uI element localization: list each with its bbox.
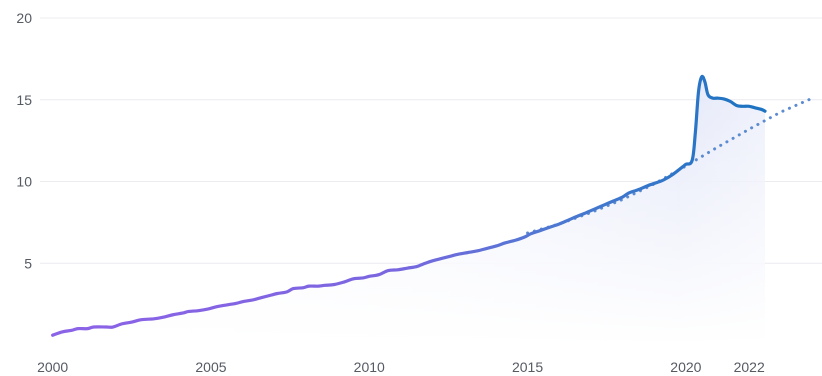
area-fade-overlay	[52, 76, 766, 346]
x-tick-label-2005: 2005	[195, 359, 226, 375]
series-line-actual	[51, 74, 767, 337]
x-tick-label-2022: 2022	[734, 359, 765, 375]
y-axis-tick-labels: 5 10 15 20	[16, 10, 32, 271]
y-tick-label-20: 20	[16, 10, 32, 26]
area-fill	[52, 76, 766, 346]
x-axis-tick-labels: 2000 2005 2010 2015 2020 2022	[37, 359, 765, 375]
y-tick-label-10: 10	[16, 174, 32, 190]
y-tick-label-15: 15	[16, 92, 32, 108]
x-tick-label-2015: 2015	[512, 359, 543, 375]
series-lines	[51, 74, 814, 337]
x-tick-label-2010: 2010	[354, 359, 385, 375]
y-tick-label-5: 5	[24, 255, 32, 271]
x-tick-label-2000: 2000	[37, 359, 68, 375]
x-tick-label-2020: 2020	[670, 359, 701, 375]
